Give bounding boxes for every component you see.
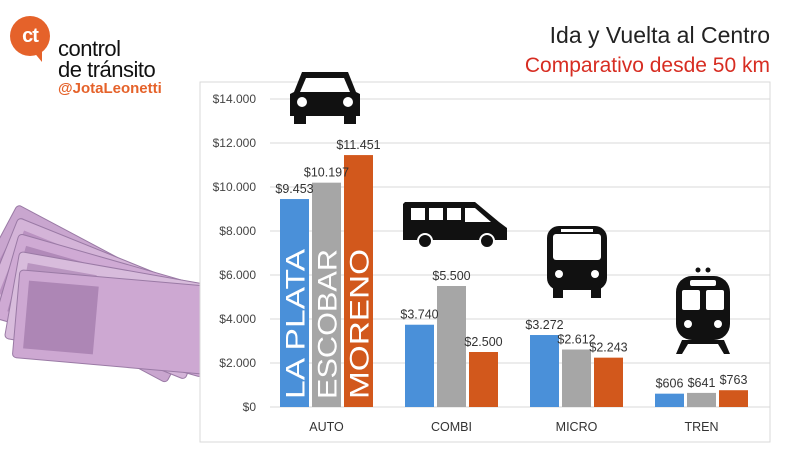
x-axis-ticks: AUTO COMBI MICRO TREN: [309, 420, 718, 434]
x-tick-label: COMBI: [431, 420, 472, 434]
data-label: $2.243: [589, 341, 627, 355]
data-label: $3.740: [400, 308, 438, 322]
brand-logo: ct control de tránsito @JotaLeonetti: [10, 12, 240, 102]
logo-badge-tail: [32, 50, 42, 62]
bar-combi-la-plata: [405, 324, 434, 407]
bar-tren-moreno: [719, 390, 748, 407]
bar-auto-la-plata: [280, 199, 309, 407]
data-label: $3.272: [525, 318, 563, 332]
bar-auto-moreno: [344, 155, 373, 407]
bar-auto-escobar: [312, 182, 341, 407]
bar-tren-la-plata: [655, 393, 684, 407]
y-tick-label: $10.000: [213, 180, 257, 194]
data-label: $5.500: [432, 269, 470, 283]
data-label: $10.197: [304, 166, 349, 180]
van-icon: [403, 202, 507, 249]
y-tick-label: $2.000: [219, 356, 256, 370]
x-tick-label: AUTO: [309, 420, 344, 434]
legend-label-escobar: ESCOBAR: [313, 249, 343, 399]
y-tick-label: $12.000: [213, 136, 257, 150]
data-label: $2.612: [557, 333, 595, 347]
car-icon: [290, 72, 360, 124]
data-label: $641: [688, 376, 716, 390]
brand-name-line1: control: [58, 36, 121, 61]
bars: [280, 155, 748, 407]
data-labels: $9.453 $10.197 $11.451 $3.740 $5.500 $2.500 $3…: [275, 138, 747, 391]
bar-micro-escobar: [562, 349, 591, 407]
bar-micro-la-plata: [530, 335, 559, 407]
brand-name-line2: de tránsito: [58, 57, 156, 82]
chart-title: Ida y Vuelta al Centro: [549, 22, 770, 48]
legend: LA PLATA ESCOBAR MORENO: [281, 249, 375, 399]
chart-subtitle: Comparativo desde 50 km: [524, 54, 770, 77]
train-icon: [676, 267, 730, 354]
legend-label-la-plata: LA PLATA: [281, 249, 311, 399]
y-tick-label: $0: [243, 400, 257, 414]
logo-badge: ct: [10, 16, 50, 56]
logo-text: ct: [22, 24, 39, 47]
y-tick-label: $8.000: [219, 224, 256, 238]
bus-icon: [547, 226, 607, 298]
bar-combi-escobar: [437, 286, 466, 407]
data-label: $2.500: [464, 335, 502, 349]
y-tick-label: $14.000: [213, 92, 257, 106]
bar-combi-moreno: [469, 352, 498, 407]
y-axis-ticks: $0 $2.000 $4.000 $6.000 $8.000 $10.000 $12.000…: [213, 92, 257, 414]
x-tick-label: MICRO: [556, 420, 598, 434]
x-tick-label: TREN: [684, 420, 718, 434]
data-label: $9.453: [275, 182, 313, 196]
bar-tren-escobar: [687, 392, 716, 407]
y-tick-label: $6.000: [219, 268, 256, 282]
y-tick-label: $4.000: [219, 312, 256, 326]
bar-micro-moreno: [594, 357, 623, 407]
legend-label-moreno: MORENO: [345, 249, 375, 399]
data-label: $606: [656, 377, 684, 391]
data-label: $763: [720, 373, 748, 387]
banknotes-illustration: [0, 205, 235, 383]
data-label: $11.451: [336, 138, 380, 152]
brand-handle: @JotaLeonetti: [58, 80, 162, 97]
